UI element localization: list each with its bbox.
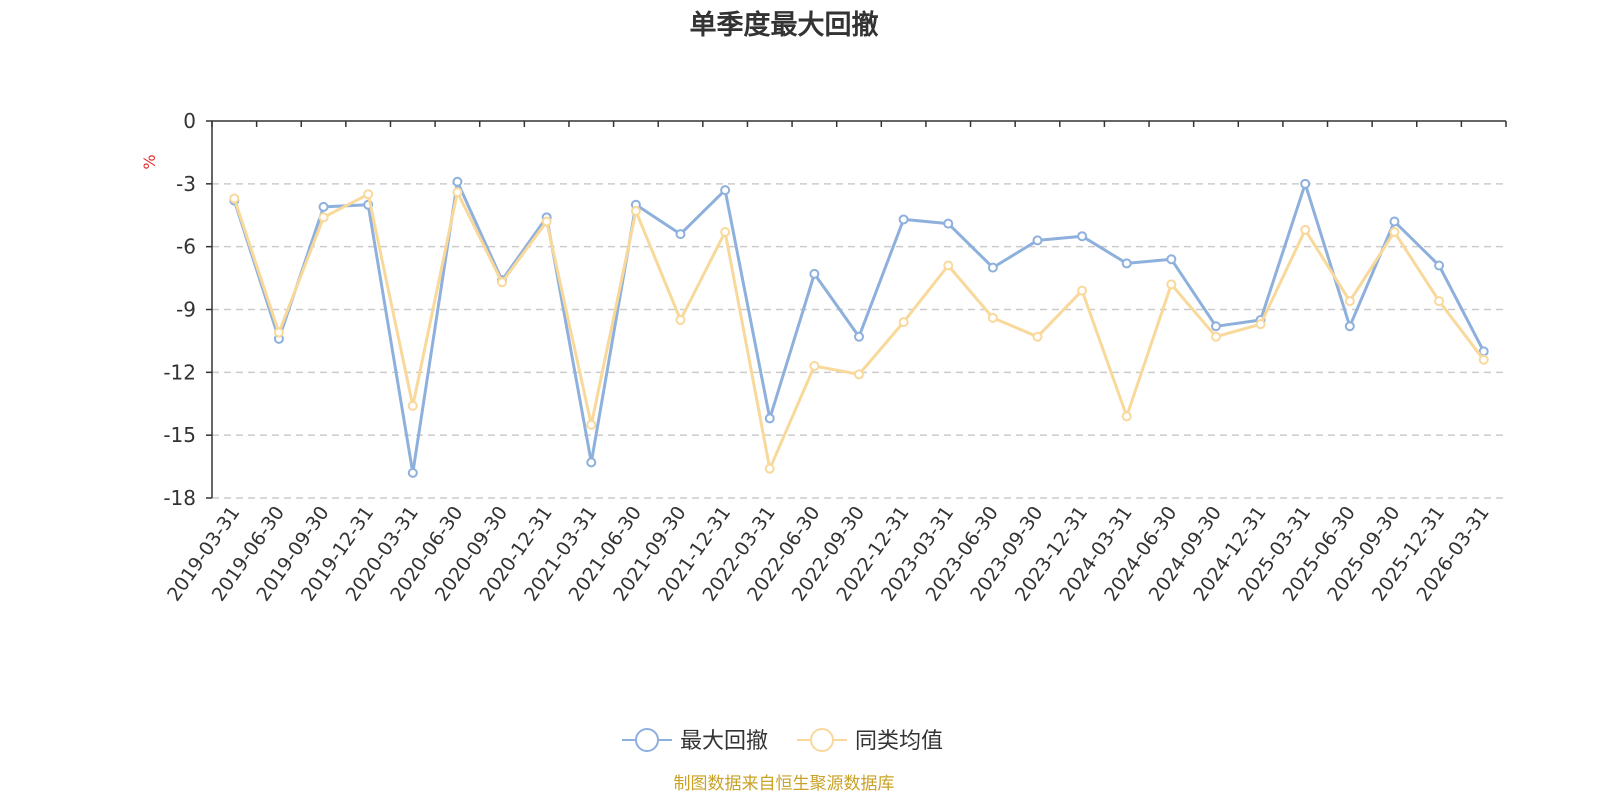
data-point — [1121, 258, 1132, 269]
data-point — [898, 317, 909, 328]
data-point — [1478, 354, 1489, 365]
x-axis-ticks: 2019-03-312019-06-302019-09-302019-12-31… — [163, 502, 1494, 605]
data-point — [720, 227, 731, 238]
data-point — [854, 369, 864, 380]
data-point — [720, 185, 731, 196]
data-point — [541, 216, 552, 227]
data-point — [764, 413, 775, 424]
data-point — [898, 214, 909, 225]
legend: 最大回撤 同类均值 — [622, 728, 943, 754]
legend-marker — [635, 728, 659, 752]
data-point — [452, 176, 463, 187]
data-point — [1077, 231, 1088, 242]
data-point — [363, 189, 374, 200]
legend-item: 同类均值 — [797, 728, 943, 754]
data-point — [987, 312, 998, 323]
data-point — [407, 467, 418, 478]
y-tick-label: -18 — [163, 486, 196, 510]
data-point — [1300, 224, 1311, 235]
y-axis-ticks: 0 -3 -6 -9 -12 -15 -18 — [163, 109, 196, 510]
data-point — [675, 229, 686, 240]
data-point — [1032, 331, 1043, 342]
data-point — [1300, 178, 1311, 189]
data-point — [1344, 321, 1355, 332]
series-line — [232, 180, 1486, 475]
data-point — [1434, 260, 1445, 271]
data-point — [675, 314, 686, 325]
data-point — [318, 201, 329, 212]
data-point — [1255, 319, 1266, 330]
data-point — [809, 268, 820, 279]
data-point — [943, 218, 954, 229]
y-tick-label: 0 — [183, 109, 196, 133]
data-point — [1077, 285, 1088, 296]
data-point — [1210, 331, 1221, 342]
data-point — [318, 212, 329, 223]
y-tick-label: -3 — [176, 172, 196, 196]
y-axis-unit: % — [140, 154, 159, 169]
series-layer — [229, 176, 1489, 478]
data-point — [1121, 411, 1132, 422]
y-tick-label: -6 — [176, 235, 196, 259]
data-point — [1166, 254, 1177, 265]
legend-label: 同类均值 — [855, 729, 943, 754]
chart-title: 单季度最大回撤 — [690, 9, 879, 41]
source-note: 制图数据来自恒生聚源数据库 — [674, 774, 895, 794]
y-tick-label: -9 — [176, 298, 196, 322]
data-point — [586, 457, 597, 468]
y-tick-label: -12 — [163, 360, 196, 384]
data-point — [1434, 296, 1445, 307]
data-point — [809, 361, 820, 372]
data-point — [854, 331, 864, 342]
data-point — [943, 260, 954, 271]
legend-label: 最大回撤 — [680, 729, 768, 754]
series-2 — [229, 187, 1489, 474]
data-point — [586, 419, 597, 430]
data-point — [764, 463, 775, 474]
data-point — [273, 327, 284, 338]
data-point — [630, 206, 641, 217]
data-point — [1166, 279, 1177, 290]
y-tick-label: -15 — [163, 423, 196, 447]
data-point — [452, 187, 463, 198]
axes — [206, 120, 1507, 499]
data-point — [1032, 235, 1043, 246]
data-point — [229, 193, 240, 204]
data-point — [1210, 321, 1221, 332]
data-point — [987, 262, 998, 273]
series-1 — [229, 176, 1489, 478]
data-point — [407, 400, 418, 411]
data-point — [1344, 296, 1355, 307]
data-point — [1389, 216, 1400, 227]
series-line — [232, 190, 1485, 471]
data-point — [1389, 227, 1400, 238]
legend-marker — [810, 728, 834, 752]
legend-item: 最大回撤 — [622, 728, 768, 754]
data-point — [497, 277, 508, 288]
